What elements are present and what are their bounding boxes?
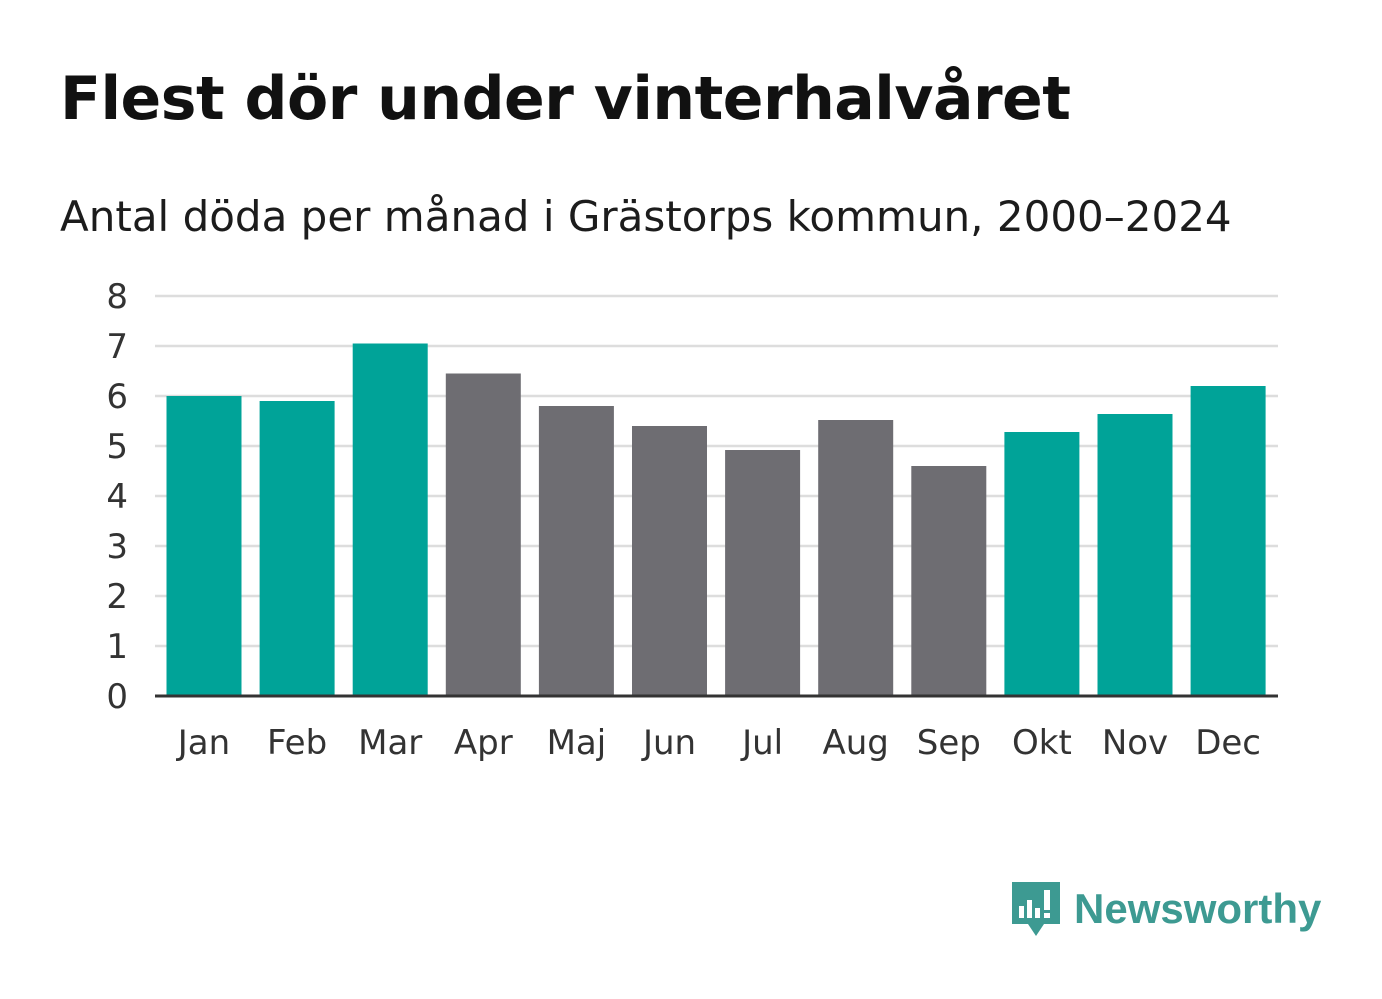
bar-jul (725, 450, 801, 696)
newsworthy-logo: Newsworthy (1008, 878, 1321, 940)
y-tick-label: 7 (106, 327, 128, 367)
y-tick-label: 4 (106, 477, 128, 517)
x-tick-label: Jun (641, 723, 696, 763)
chart-subtitle: Antal döda per månad i Grästorps kommun,… (60, 192, 1232, 241)
bar-sep (911, 466, 987, 696)
bar-feb (259, 401, 335, 696)
y-tick-label: 2 (106, 577, 128, 617)
x-tick-label: Sep (917, 723, 981, 763)
bar-aug (818, 420, 894, 696)
y-tick-label: 8 (106, 277, 128, 317)
bar-dec (1190, 386, 1266, 696)
x-tick-label: Nov (1102, 723, 1168, 763)
y-tick-label: 3 (106, 527, 128, 567)
y-tick-label: 0 (106, 677, 128, 717)
bar-jun (632, 426, 707, 696)
x-tick-label: Apr (454, 723, 513, 763)
x-tick-label: Jul (740, 723, 783, 763)
x-tick-label: Maj (547, 723, 607, 763)
bar-nov (1097, 414, 1173, 696)
y-tick-label: 6 (106, 377, 128, 417)
x-tick-label: Jan (176, 723, 230, 763)
y-tick-label: 1 (106, 627, 128, 667)
bar-mar (352, 343, 428, 696)
chart-title: Flest dör under vinterhalvåret (60, 64, 1071, 134)
bar-jan (166, 396, 242, 696)
bar-maj (538, 406, 614, 696)
x-tick-label: Dec (1195, 723, 1261, 763)
y-tick-label: 5 (106, 427, 128, 467)
x-tick-label: Feb (267, 723, 327, 763)
bar-okt (1004, 432, 1080, 696)
x-tick-label: Okt (1012, 723, 1072, 763)
brand-name: Newsworthy (1074, 885, 1322, 932)
bar-apr (445, 373, 521, 696)
newsworthy-logo-icon (1012, 882, 1060, 936)
x-tick-label: Mar (358, 723, 422, 763)
x-tick-label: Aug (823, 723, 889, 763)
